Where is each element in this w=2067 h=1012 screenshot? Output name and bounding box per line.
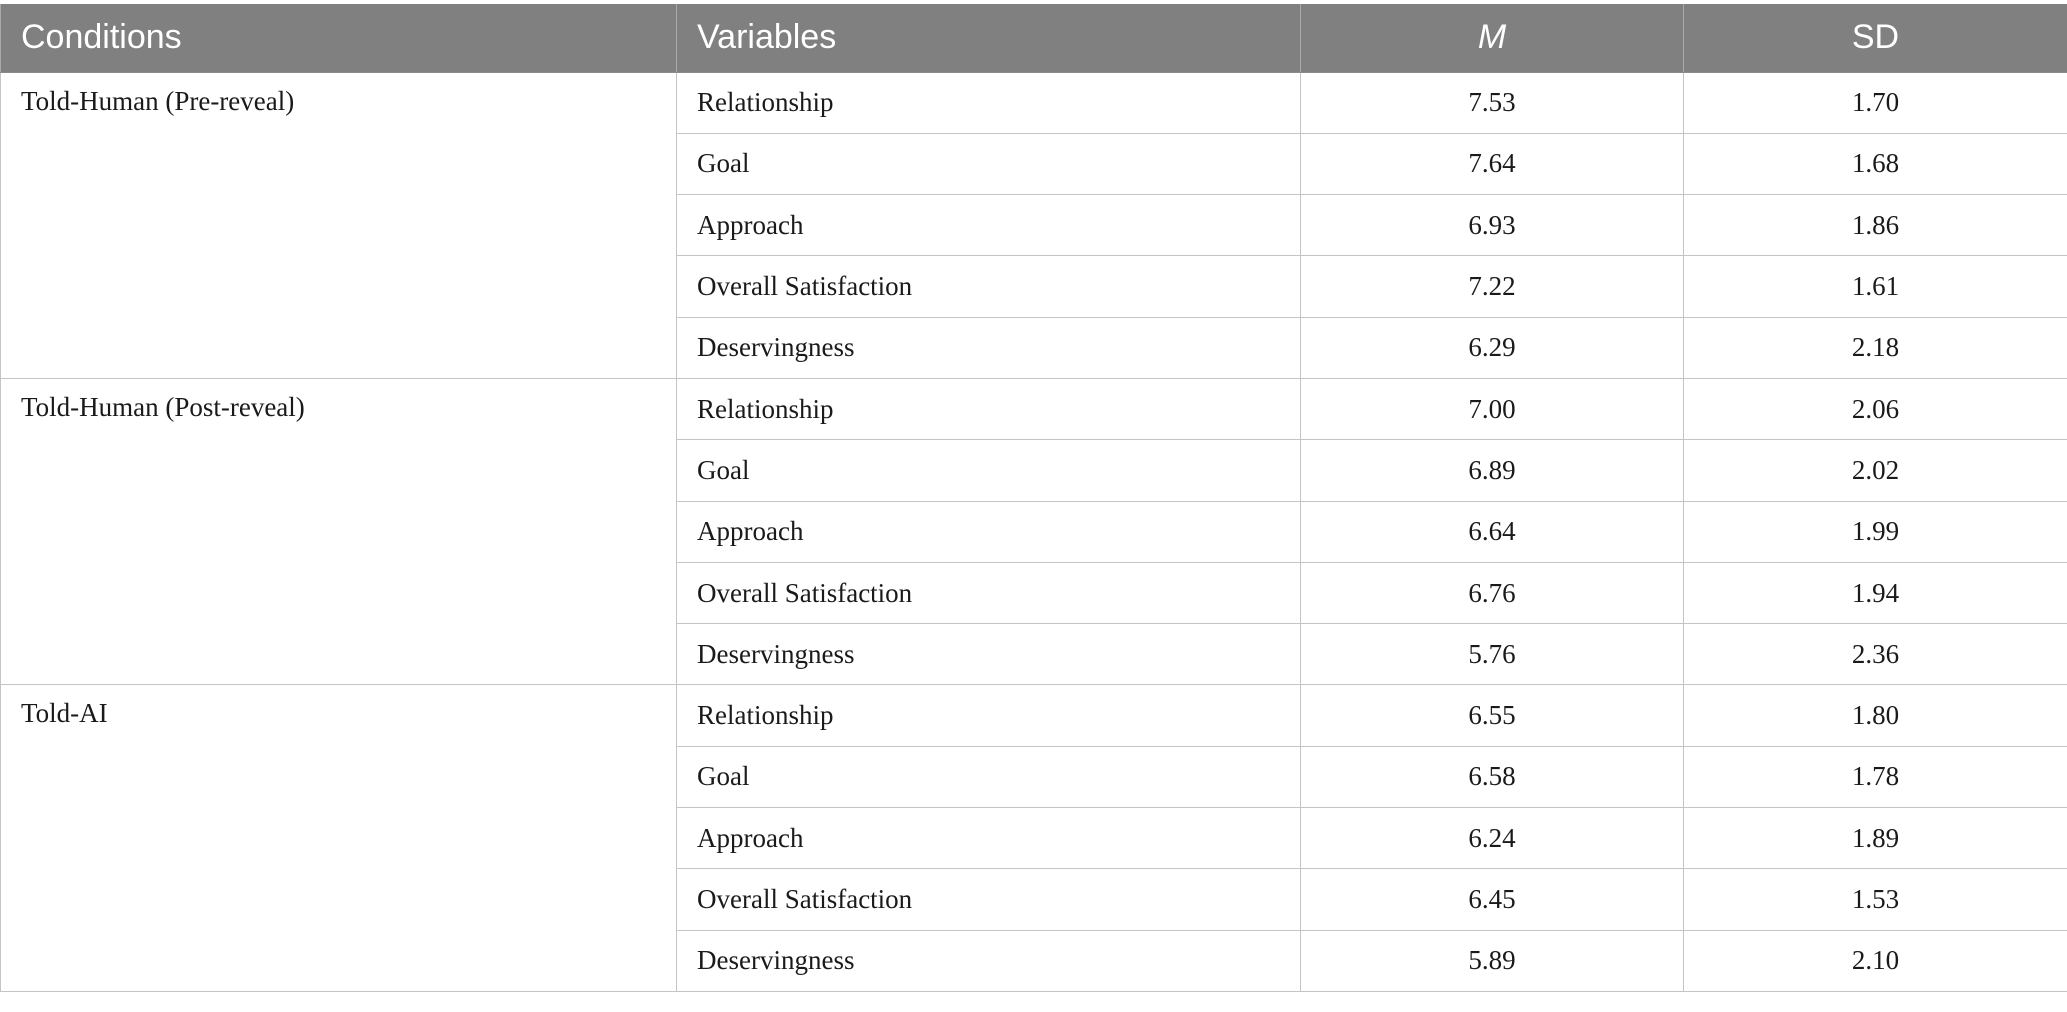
sd-cell: 1.78 xyxy=(1683,745,2067,809)
condition-cell: Told-AI xyxy=(0,684,677,992)
table-row: Deservingness 5.89 2.10 xyxy=(1,929,2067,992)
sd-cell: 2.18 xyxy=(1683,316,2067,379)
mean-cell: 7.53 xyxy=(1300,71,1684,134)
sd-cell: 1.99 xyxy=(1683,500,2067,563)
table-row: Goal 6.89 2.02 xyxy=(1,439,2067,502)
table-header: Conditions Variables M SD xyxy=(0,4,2067,73)
variable-cell: Relationship xyxy=(676,684,1301,747)
table-row: Approach 6.64 1.99 xyxy=(1,500,2067,563)
table-row: Told-AI Relationship 6.55 1.80 xyxy=(0,684,2067,992)
sd-cell: 1.80 xyxy=(1683,684,2067,747)
table-body: Told-Human (Pre-reveal) Relationship 7.5… xyxy=(0,71,2067,992)
table-row: Overall Satisfaction 6.45 1.53 xyxy=(1,868,2067,931)
variable-cell: Overall Satisfaction xyxy=(676,868,1301,931)
sd-cell: 2.10 xyxy=(1683,929,2067,992)
sd-cell: 1.53 xyxy=(1683,868,2067,931)
variable-cell: Goal xyxy=(676,132,1301,196)
header-row: Conditions Variables M SD xyxy=(0,4,2067,73)
mean-cell: 6.45 xyxy=(1300,868,1684,931)
sd-cell: 1.61 xyxy=(1683,255,2067,318)
condition-cell: Told-Human (Pre-reveal) xyxy=(0,71,677,379)
mean-cell: 5.89 xyxy=(1300,929,1684,992)
variable-cell: Overall Satisfaction xyxy=(676,561,1301,625)
mean-cell: 6.64 xyxy=(1300,500,1684,563)
variable-cell: Goal xyxy=(676,745,1301,809)
sd-cell: 2.06 xyxy=(1683,377,2067,441)
mean-cell: 6.58 xyxy=(1300,745,1684,809)
variable-cell: Deservingness xyxy=(676,929,1301,992)
variable-cell: Deservingness xyxy=(676,316,1301,379)
table-row: Goal 6.58 1.78 xyxy=(1,745,2067,809)
sd-cell: 1.94 xyxy=(1683,561,2067,625)
descriptive-stats-table-wrapper: Conditions Variables M SD Told-Human (Pr… xyxy=(0,4,2067,992)
table-row: Told-Human (Post-reveal) Relationship 7.… xyxy=(0,377,2067,686)
mean-cell: 6.89 xyxy=(1300,439,1684,502)
variable-cell: Approach xyxy=(676,500,1301,563)
header-mean: M xyxy=(1300,4,1684,73)
sd-cell: 1.70 xyxy=(1683,71,2067,134)
mean-cell: 7.00 xyxy=(1300,377,1684,441)
header-variables: Variables xyxy=(676,4,1301,73)
variable-cell: Approach xyxy=(676,194,1301,257)
table-row: Deservingness 6.29 2.18 xyxy=(1,316,2067,379)
variable-cell: Goal xyxy=(676,439,1301,502)
sd-cell: 2.02 xyxy=(1683,439,2067,502)
table-row: Told-Human (Pre-reveal) Relationship 7.5… xyxy=(0,71,2067,379)
sd-cell: 1.68 xyxy=(1683,132,2067,196)
mean-cell: 6.55 xyxy=(1300,684,1684,747)
header-conditions: Conditions xyxy=(0,4,677,73)
mean-cell: 6.29 xyxy=(1300,316,1684,379)
mean-cell: 6.24 xyxy=(1300,807,1684,870)
sd-cell: 1.89 xyxy=(1683,807,2067,870)
variable-cell: Deservingness xyxy=(676,623,1301,686)
table-row: Deservingness 5.76 2.36 xyxy=(1,623,2067,686)
header-sd: SD xyxy=(1683,4,2067,73)
mean-cell: 7.22 xyxy=(1300,255,1684,318)
mean-cell: 6.93 xyxy=(1300,194,1684,257)
table-row: Goal 7.64 1.68 xyxy=(1,132,2067,196)
variable-cell: Overall Satisfaction xyxy=(676,255,1301,318)
variable-cell: Approach xyxy=(676,807,1301,870)
mean-cell: 6.76 xyxy=(1300,561,1684,625)
variable-cell: Relationship xyxy=(676,377,1301,441)
mean-cell: 7.64 xyxy=(1300,132,1684,196)
sd-cell: 2.36 xyxy=(1683,623,2067,686)
sd-cell: 1.86 xyxy=(1683,194,2067,257)
descriptive-stats-table: Conditions Variables M SD Told-Human (Pr… xyxy=(0,4,2067,992)
mean-cell: 5.76 xyxy=(1300,623,1684,686)
table-row: Overall Satisfaction 6.76 1.94 xyxy=(1,561,2067,625)
condition-cell: Told-Human (Post-reveal) xyxy=(0,377,677,686)
variable-cell: Relationship xyxy=(676,71,1301,134)
